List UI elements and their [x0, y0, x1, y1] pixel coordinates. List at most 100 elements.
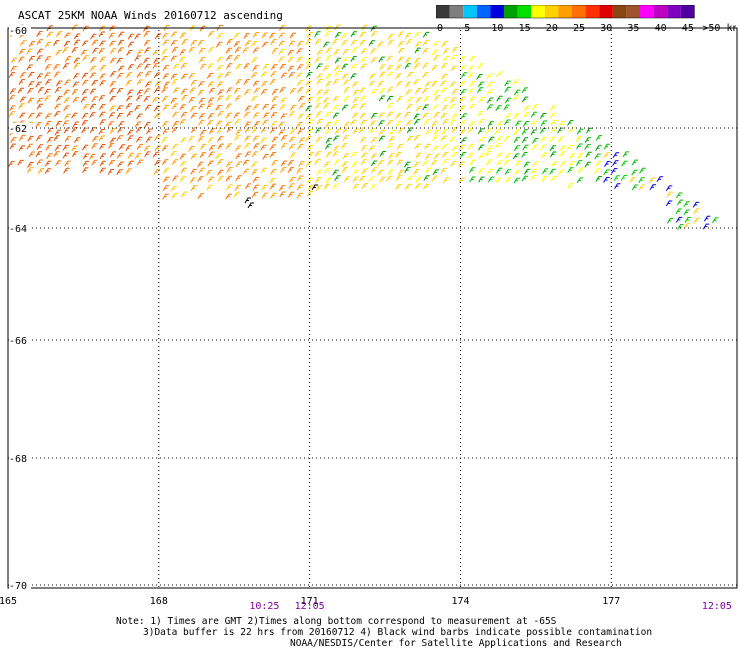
wind-barb: [253, 87, 261, 94]
wind-barb: [631, 184, 639, 191]
wind-barb: [71, 112, 78, 119]
wind-barb: [200, 143, 207, 150]
wind-barb: [521, 96, 529, 103]
wind-barb: [80, 96, 88, 103]
wind-barb: [577, 167, 585, 174]
wind-barb: [207, 176, 215, 183]
wind-barb: [226, 167, 233, 173]
wind-barb: [242, 47, 249, 54]
legend-tick-label: 35: [627, 23, 639, 34]
wind-barb: [216, 33, 224, 40]
wind-barb: [450, 161, 457, 167]
wind-barb: [54, 103, 61, 110]
wind-barb: [693, 217, 700, 224]
wind-barb: [431, 160, 438, 166]
wind-barb: [161, 49, 168, 56]
wind-barb: [666, 217, 674, 224]
wind-barb: [612, 160, 619, 167]
wind-barb: [306, 96, 314, 103]
wind-barb: [27, 88, 34, 94]
wind-barb: [216, 128, 223, 135]
wind-barb: [441, 63, 448, 69]
wind-barb: [288, 136, 296, 143]
wind-barb: [495, 177, 502, 184]
wind-barb: [108, 160, 115, 166]
wind-barb: [144, 71, 152, 78]
wind-barb: [206, 73, 214, 79]
legend-swatch: [640, 5, 654, 18]
wind-barb: [440, 135, 448, 142]
wind-barb: [576, 128, 584, 135]
wind-barb: [224, 71, 232, 78]
wind-barb: [460, 65, 467, 72]
wind-barb: [396, 143, 404, 150]
wind-barb: [361, 168, 368, 175]
wind-barb: [64, 56, 72, 63]
wind-barb: [152, 49, 160, 56]
wind-barb: [99, 80, 106, 87]
wind-barb: [332, 169, 339, 176]
wind-barb: [163, 176, 170, 183]
wind-barb: [324, 128, 332, 135]
wind-barb: [440, 113, 448, 120]
wind-barb: [314, 103, 322, 109]
wind-barb: [504, 169, 511, 175]
wind-barb: [487, 121, 494, 128]
wind-barb: [352, 184, 359, 190]
legend-border: [436, 5, 695, 19]
wind-barb: [360, 63, 367, 70]
wind-barb: [54, 160, 62, 167]
wind-barb: [631, 169, 638, 176]
wind-barb: [35, 151, 42, 157]
wind-barb: [8, 161, 15, 167]
wind-barb: [235, 79, 242, 86]
wind-barb: [289, 32, 296, 39]
legend-tick-label: 10: [491, 23, 503, 34]
wind-barb: [89, 127, 97, 134]
wind-barb: [325, 151, 333, 158]
wind-barb: [207, 31, 215, 37]
wind-barb: [233, 41, 240, 48]
wind-barb: [441, 129, 448, 135]
wind-barb: [136, 49, 144, 56]
wind-barb: [494, 143, 502, 149]
wind-barb: [217, 143, 224, 150]
wind-barb: [162, 193, 169, 200]
wind-barb: [305, 113, 312, 120]
wind-barb: [154, 135, 161, 141]
wind-barb: [315, 96, 322, 103]
wind-barb: [513, 145, 521, 152]
wind-barb: [145, 136, 153, 143]
wind-barb: [702, 223, 710, 230]
wind-barb: [244, 121, 251, 128]
wind-barb: [233, 191, 241, 198]
wind-barb: [406, 104, 413, 110]
wind-barb: [370, 57, 378, 64]
wind-barb: [280, 143, 288, 149]
legend-swatch: [517, 5, 532, 18]
wind-barb: [334, 57, 342, 64]
note-line-1: Note: 1) Times are GMT 2)Times along bot…: [116, 616, 557, 627]
wind-barb: [387, 33, 395, 40]
wind-barb: [46, 153, 53, 160]
wind-barb: [360, 159, 368, 166]
wind-barb: [198, 57, 206, 63]
wind-barb: [478, 176, 485, 183]
wind-barb: [207, 113, 215, 120]
wind-barb: [162, 128, 169, 135]
wind-barb: [280, 72, 287, 79]
wind-barb: [449, 136, 456, 143]
wind-barb: [197, 193, 204, 200]
wind-barb: [179, 176, 186, 183]
wind-barb: [341, 104, 349, 111]
wind-barb: [532, 161, 539, 168]
wind-barb: [8, 111, 16, 118]
wind-barb: [361, 183, 369, 189]
wind-barb: [611, 168, 618, 174]
wind-barb: [154, 145, 161, 152]
wind-barb: [215, 153, 222, 160]
wind-barb: [469, 176, 476, 183]
wind-barb: [253, 112, 260, 119]
wind-barb: [540, 120, 547, 127]
wind-barb: [116, 58, 123, 64]
